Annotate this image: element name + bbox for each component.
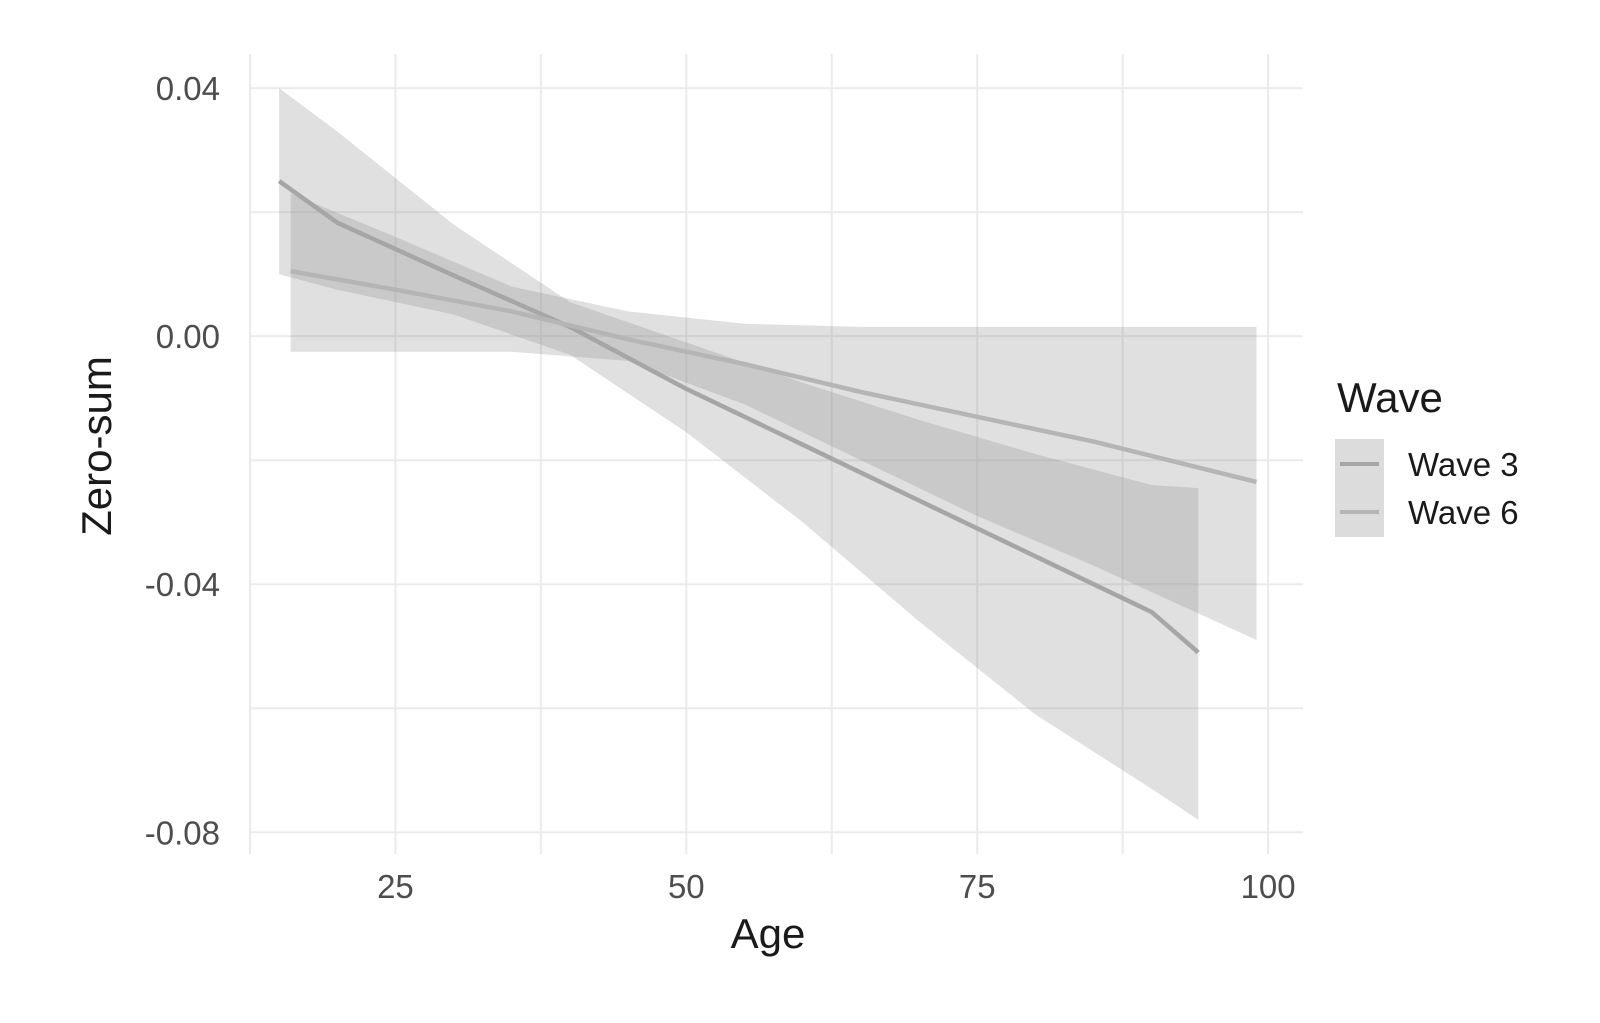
y-tick-label: 0.00 [156, 318, 220, 355]
y-tick-label: -0.08 [145, 814, 220, 851]
x-tick-label: 100 [1241, 868, 1296, 905]
legend-title: Wave [1337, 374, 1443, 421]
legend-label-wave-3: Wave 3 [1408, 446, 1519, 483]
confidence-bands [279, 88, 1257, 820]
x-tick-label: 50 [668, 868, 705, 905]
y-tick-label: 0.04 [156, 70, 220, 107]
confidence-band-wave-3 [279, 88, 1199, 820]
series-line-wave-6 [290, 268, 1258, 485]
x-tick-label: 25 [377, 868, 414, 905]
series-lines [277, 179, 1258, 655]
legend: Wave Wave 3 Wave 6 [1335, 374, 1519, 537]
legend-key-background [1335, 439, 1384, 537]
x-tick-labels: 25 50 75 100 [377, 868, 1296, 905]
x-axis-title: Age [731, 910, 806, 957]
y-tick-label: -0.04 [145, 566, 220, 603]
gridlines [249, 54, 1303, 854]
confidence-band-wave-6 [290, 193, 1257, 640]
series-line-wave-3 [277, 179, 1200, 655]
y-tick-labels: 0.04 0.00 -0.04 -0.08 [145, 70, 220, 851]
y-axis-title: Zero-sum [73, 356, 120, 536]
x-tick-label: 75 [959, 868, 996, 905]
legend-label-wave-6: Wave 6 [1408, 494, 1519, 531]
